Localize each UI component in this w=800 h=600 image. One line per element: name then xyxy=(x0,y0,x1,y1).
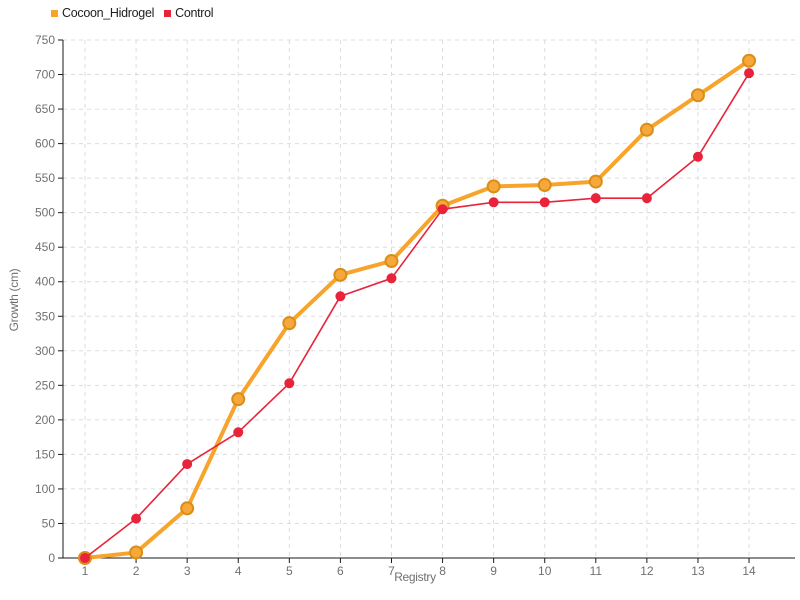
y-tick-label: 250 xyxy=(35,378,55,392)
x-axis-title: Registry xyxy=(394,570,436,584)
y-tick-label: 200 xyxy=(35,413,55,427)
x-tick-label: 3 xyxy=(184,564,191,578)
data-point-marker-control xyxy=(539,197,550,208)
data-point-marker-cocoon-hidrogel xyxy=(742,53,757,68)
y-tick-label: 300 xyxy=(35,344,55,358)
legend-swatch-cocoon-hidrogel xyxy=(51,9,58,17)
legend-item-cocoon-hidrogel[interactable]: Cocoon_Hidrogel xyxy=(51,6,154,20)
chart-legend: Cocoon_Hidrogel Control xyxy=(51,6,214,20)
data-point-marker-control xyxy=(80,553,90,563)
y-tick-label: 500 xyxy=(35,206,55,220)
data-point-marker-cocoon-hidrogel xyxy=(282,316,297,331)
data-point-marker-control xyxy=(335,291,346,302)
y-tick-label: 650 xyxy=(35,102,55,116)
data-point-marker-cocoon-hidrogel xyxy=(384,254,399,269)
x-tick-label: 13 xyxy=(691,564,705,578)
x-tick-label: 6 xyxy=(337,564,344,578)
y-tick-label: 750 xyxy=(35,33,55,47)
x-tick-label: 2 xyxy=(133,564,140,578)
x-tick-label: 1 xyxy=(82,564,89,578)
series-line-cocoon-hidrogel xyxy=(83,58,751,560)
x-tick-label: 14 xyxy=(742,564,756,578)
x-tick-label: 4 xyxy=(235,564,242,578)
data-point-marker-cocoon-hidrogel xyxy=(333,267,348,282)
data-point-marker-cocoon-hidrogel xyxy=(180,501,195,516)
series-line-control xyxy=(84,72,750,559)
x-tick-label: 10 xyxy=(538,564,552,578)
data-point-marker-control xyxy=(386,273,397,284)
y-tick-label: 600 xyxy=(35,137,55,151)
data-point-marker-cocoon-hidrogel xyxy=(231,392,246,407)
data-point-marker-control xyxy=(744,68,755,79)
legend-swatch-control xyxy=(164,9,172,17)
x-tick-label: 5 xyxy=(286,564,293,578)
legend-label-cocoon-hidrogel: Cocoon_Hidrogel xyxy=(62,6,155,20)
data-point-marker-control xyxy=(488,197,499,208)
x-tick-label: 11 xyxy=(590,564,603,578)
y-axis-title: Growth (cm) xyxy=(7,268,21,332)
data-point-marker-control xyxy=(437,204,448,215)
data-point-marker-control xyxy=(131,513,142,524)
data-point-marker-control xyxy=(182,459,193,470)
x-tick-label: 12 xyxy=(640,564,654,578)
data-point-marker-cocoon-hidrogel xyxy=(588,174,603,189)
y-tick-label: 150 xyxy=(35,447,55,461)
data-point-marker-control xyxy=(692,151,703,162)
data-point-marker-control xyxy=(641,193,652,204)
y-tick-label: 450 xyxy=(35,240,55,254)
x-tick-label: 7 xyxy=(388,564,395,578)
y-tick-label: 400 xyxy=(35,275,55,289)
data-point-marker-cocoon-hidrogel xyxy=(486,179,501,194)
data-point-marker-control xyxy=(233,427,244,438)
data-point-marker-cocoon-hidrogel xyxy=(690,88,705,103)
y-tick-label: 0 xyxy=(48,551,55,565)
x-tick-label: 8 xyxy=(439,564,446,578)
data-point-marker-control xyxy=(284,378,295,389)
y-tick-label: 100 xyxy=(35,482,55,496)
legend-label-control: Control xyxy=(175,6,214,20)
data-point-marker-cocoon-hidrogel xyxy=(639,122,654,137)
y-tick-label: 700 xyxy=(35,68,55,82)
data-point-marker-cocoon-hidrogel xyxy=(537,178,552,193)
data-point-marker-cocoon-hidrogel xyxy=(129,545,144,560)
x-tick-label: 9 xyxy=(490,564,497,578)
y-tick-label: 50 xyxy=(42,516,56,530)
y-tick-label: 350 xyxy=(35,309,55,323)
data-point-marker-control xyxy=(590,193,601,204)
y-tick-label: 550 xyxy=(35,171,55,185)
legend-item-control[interactable]: Control xyxy=(164,6,214,20)
